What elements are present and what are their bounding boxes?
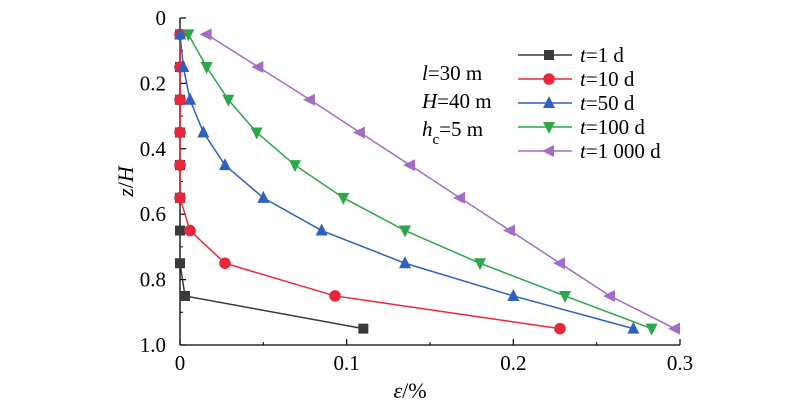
data-point [199,28,212,41]
x-tick-label: 0.1 [334,351,360,375]
legend: t=1 dt=10 dt=50 dt=100 dt=1 000 d [518,43,661,163]
legend-label: t=1 d [580,43,624,67]
data-point [174,93,186,106]
legend-marker [542,145,554,157]
data-point [175,258,185,269]
series-2 [174,28,566,335]
data-point [180,290,190,301]
data-point [197,125,210,138]
data-point [603,289,615,302]
data-point [184,224,196,237]
data-point [645,323,658,336]
legend-item-2: t=10 d [518,67,635,91]
parameter-annotations: l=30 m H=40 m hc=5 m [421,61,492,148]
legend-label: t=1 000 d [580,139,661,163]
legend-item-4: t=100 d [518,115,645,139]
legend-label: t=10 d [580,67,635,91]
series-line [187,33,652,330]
data-point [453,191,465,204]
data-point [503,224,515,237]
data-point [627,321,640,334]
data-point [507,288,520,301]
legend-item-1: t=1 d [518,43,624,67]
y-tick-label: 0.8 [140,268,166,292]
data-point [399,256,411,269]
y-tick-label: 0 [156,6,167,30]
data-point [553,257,565,270]
annotation-line: l=30 m [422,61,482,85]
data-point [358,323,369,334]
legend-marker [543,73,555,85]
data-point [174,27,186,40]
data-point [399,225,411,238]
x-tick-label: 0.2 [500,351,526,375]
data-point [668,322,680,335]
x-axis-title: ε/% [393,378,426,403]
data-point [174,126,186,139]
data-point [474,258,486,271]
data-point [559,290,571,303]
data-point [200,62,213,75]
x-tick-label: 0 [175,351,186,375]
legend-item-3: t=50 d [518,91,635,115]
data-point [219,158,231,171]
data-point [303,93,315,106]
y-tick-label: 0.4 [140,137,167,161]
legend-marker [544,50,554,60]
legend-item-5: t=1 000 d [518,139,661,163]
data-point [174,159,186,171]
data-point [329,290,341,302]
series-line [179,34,561,330]
y-tick-label: 0.6 [140,202,166,226]
data-point [182,29,195,42]
data-point [219,257,231,270]
data-point [315,223,328,236]
data-point [250,127,263,140]
axes: 0 0.2 0.4 0.6 0.8 1.0 0 0.1 0.2 0.3 ε/% z/H [113,6,693,403]
legend-marker [543,122,555,134]
series-3 [174,27,640,334]
data-point [403,159,415,172]
series-line [206,33,676,330]
annotation-line: hc=5 m [422,117,483,148]
data-point [337,192,350,205]
y-tick-label: 0.2 [140,71,166,95]
data-point [174,192,186,204]
data-point [554,322,566,335]
data-point [251,61,264,74]
legend-label: t=100 d [580,115,645,139]
y-axis-title: z/H [113,165,138,198]
series-line [179,34,634,330]
data-point [184,92,196,105]
annotation-line: H=40 m [421,89,492,113]
data-point [257,190,270,203]
data-point [175,225,185,236]
x-tick-label: 0.3 [667,351,693,375]
data-point [289,160,301,173]
data-point [177,60,190,73]
series-4 [182,29,658,336]
series-layer [174,27,680,336]
legend-label: t=50 d [580,91,635,115]
legend-marker [543,96,555,108]
data-point [222,94,235,107]
data-point [353,126,365,139]
y-tick-label: 1.0 [140,333,166,357]
series-line [179,34,364,330]
series-5 [199,28,680,335]
